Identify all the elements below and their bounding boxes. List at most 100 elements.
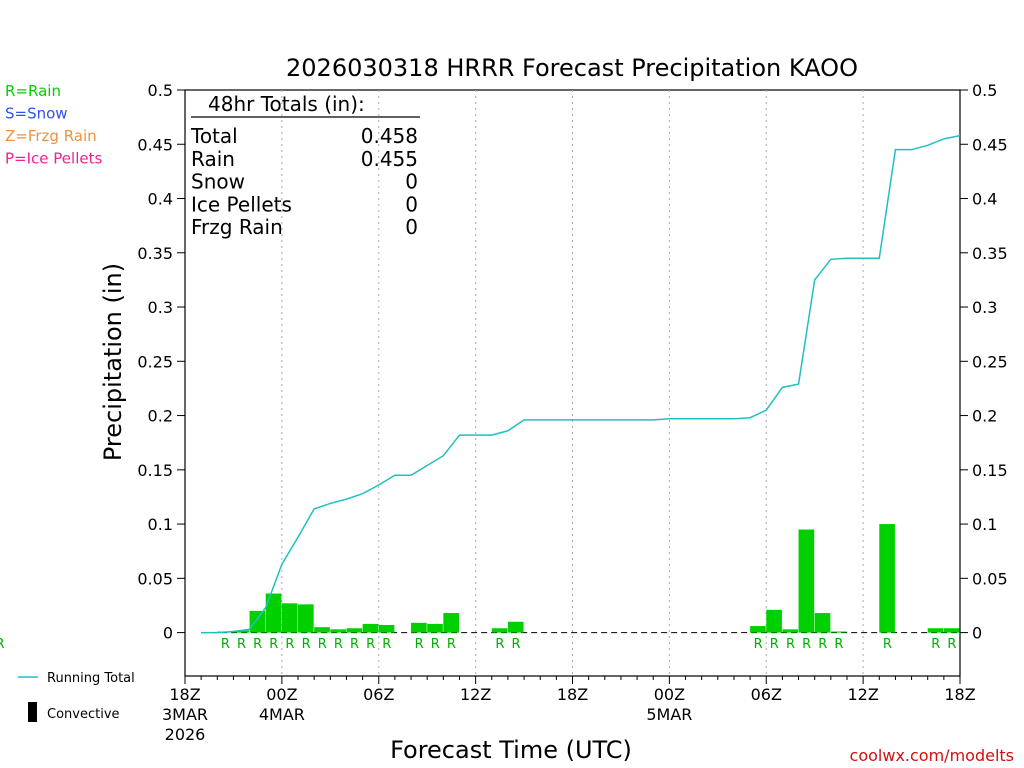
precip-bar: [879, 524, 895, 633]
precip-bar: [411, 622, 427, 633]
totals-row-value: 0: [405, 215, 418, 239]
precip-bar: [378, 624, 395, 633]
precip-bar: [427, 623, 443, 633]
totals-box: 48hr Totals (in): Total 0.458 Rain 0.455 Sno…: [190, 92, 420, 239]
precip-bar: [507, 621, 524, 633]
precip-bar: [346, 628, 363, 633]
precip-type-label: R: [285, 637, 294, 652]
totals-row-label: Frzg Rain: [191, 215, 283, 239]
precip-type-label: R: [834, 637, 843, 652]
y-tick-label-right: 0.3: [972, 298, 997, 317]
y-tick-label: 0.35: [137, 244, 173, 263]
precip-type-label: R: [350, 637, 359, 652]
totals-row-label: Ice Pellets: [191, 192, 292, 216]
precip-type-label: R: [221, 637, 230, 652]
precip-type-label: R: [447, 637, 456, 652]
x-tick-date: 5MAR: [646, 705, 692, 724]
precip-type-label: R: [931, 637, 940, 652]
chart-title: 2026030318 HRRR Forecast Precipitation K…: [286, 54, 858, 82]
totals-row-value: 0.455: [361, 147, 418, 171]
y-axis-left: 0.5 0.45 0.4 0.35 0.3 0.25 0.2 0.15 0.1 0.05 0: [137, 81, 185, 643]
y-tick-label: 0.2: [148, 407, 173, 426]
series-legend: Running Total Convective: [18, 671, 135, 722]
precip-bar: [750, 626, 766, 633]
precip-bar: [233, 630, 250, 633]
x-tick-label: 00Z: [266, 685, 297, 704]
precip-type-label: R: [318, 637, 327, 652]
x-tick-label: 18Z: [944, 685, 975, 704]
y-tick-label: 0.15: [137, 461, 173, 480]
y-tick-label: 0.05: [137, 569, 173, 588]
totals-row-value: 0: [405, 192, 418, 216]
precip-bar: [314, 627, 330, 633]
x-tick-label: 00Z: [654, 685, 685, 704]
y-axis-label: Precipitation (in): [99, 263, 127, 461]
totals-row-label: Rain: [191, 147, 235, 171]
y-tick-label-right: 0.25: [972, 352, 1008, 371]
x-tick-label: 18Z: [557, 685, 588, 704]
y-tick-label: 0.3: [148, 298, 173, 317]
y-tick-label: 0.45: [137, 135, 173, 154]
totals-row-value: 0: [405, 170, 418, 194]
precip-type-label: R: [253, 637, 262, 652]
y-tick-label: 0: [163, 624, 173, 643]
precip-type-label: R: [415, 637, 424, 652]
totals-row-label: Total: [190, 124, 238, 148]
precip-bar: [249, 610, 266, 633]
precip-bar: [830, 631, 847, 633]
precip-bar: [298, 604, 314, 633]
x-tick-year: 2026: [165, 725, 206, 744]
y-tick-label-right: 0.2: [972, 407, 997, 426]
y-axis-right: 0.5 0.45 0.4 0.35 0.3 0.25 0.2 0.15 0.1 0.05 0: [960, 81, 1008, 643]
x-tick-label: 18Z: [169, 685, 200, 704]
y-tick-label: 0.25: [137, 352, 173, 371]
legend-label: Convective: [47, 707, 120, 722]
totals-row-value: 0.458: [361, 124, 418, 148]
y-tick-label-right: 0: [972, 624, 982, 643]
precip-bar: [814, 613, 831, 633]
precip-type-label: R: [770, 637, 779, 652]
precip-bar: [782, 629, 799, 633]
time-gridlines: [281, 90, 864, 676]
precip-type-label: R: [786, 637, 795, 652]
y-tick-label-right: 0.05: [972, 569, 1008, 588]
x-tick-label: 12Z: [847, 685, 878, 704]
y-tick-label: 0.1: [148, 515, 173, 534]
y-tick-label-right: 0.1: [972, 515, 997, 534]
precip-bar: [330, 629, 346, 633]
precip-type-label: R: [802, 637, 811, 652]
y-tick-label-right: 0.4: [972, 190, 997, 209]
x-tick-date: 3MAR: [162, 705, 208, 724]
precip-bar: [943, 628, 960, 633]
precip-type-label: R: [302, 637, 311, 652]
x-axis-label: Forecast Time (UTC): [390, 736, 632, 764]
precip-bar: [766, 609, 782, 633]
precip-type-legend: R=Rain S=Snow Z=Frzg Rain P=Ice Pellets: [5, 82, 102, 168]
precip-type-label: R: [431, 637, 440, 652]
totals-header: 48hr Totals (in):: [208, 92, 365, 116]
precip-type-labels: RRRRRRRRRRRRRRRRRRRRRRRRRR: [0, 637, 956, 652]
legend-label: Running Total: [47, 671, 135, 686]
type-legend-item: Z=Frzg Rain: [5, 127, 97, 145]
precip-type-label: R: [818, 637, 827, 652]
type-legend-item: S=Snow: [5, 105, 68, 123]
precip-type-label: R: [495, 637, 504, 652]
hourly-precip-bars: [217, 524, 960, 633]
precip-bar: [798, 529, 815, 633]
precip-bar: [265, 593, 282, 633]
precip-type-label: R: [382, 637, 391, 652]
type-legend-item: P=Ice Pellets: [5, 150, 102, 168]
running-total-line: [201, 134, 961, 634]
credit-link[interactable]: coolwx.com/modelts: [850, 746, 1014, 765]
x-tick-label: 06Z: [363, 685, 394, 704]
precip-type-label: R: [237, 637, 246, 652]
y-tick-label: 0.5: [148, 81, 173, 100]
precip-type-label: R: [334, 637, 343, 652]
type-legend-item: R=Rain: [5, 82, 61, 100]
precip-bar: [491, 628, 508, 633]
precip-bar: [362, 623, 379, 633]
x-tick-label: 06Z: [751, 685, 782, 704]
precip-type-label: R: [269, 637, 278, 652]
precip-bar: [927, 628, 944, 633]
